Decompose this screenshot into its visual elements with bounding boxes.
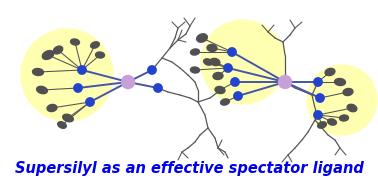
Circle shape: [228, 48, 236, 56]
Ellipse shape: [53, 46, 63, 54]
Circle shape: [78, 66, 86, 74]
Ellipse shape: [210, 58, 220, 66]
Circle shape: [21, 29, 113, 121]
Circle shape: [314, 78, 322, 86]
Circle shape: [148, 66, 156, 74]
Circle shape: [224, 64, 232, 72]
Ellipse shape: [328, 119, 336, 125]
Ellipse shape: [347, 104, 357, 112]
Circle shape: [201, 20, 285, 104]
Ellipse shape: [191, 67, 200, 73]
Ellipse shape: [191, 49, 200, 55]
Text: Supersilyl as an effective spectator ligand: Supersilyl as an effective spectator lig…: [15, 161, 363, 175]
Ellipse shape: [71, 39, 79, 45]
Circle shape: [307, 65, 377, 135]
Ellipse shape: [325, 68, 335, 76]
Ellipse shape: [343, 88, 353, 96]
Ellipse shape: [215, 86, 225, 94]
Ellipse shape: [207, 45, 217, 52]
Circle shape: [121, 76, 135, 88]
Ellipse shape: [63, 114, 73, 122]
Ellipse shape: [197, 34, 208, 42]
Ellipse shape: [204, 59, 212, 65]
Ellipse shape: [42, 51, 54, 59]
Circle shape: [234, 92, 242, 100]
Ellipse shape: [33, 69, 43, 76]
Circle shape: [231, 78, 239, 86]
Circle shape: [316, 94, 324, 102]
Circle shape: [86, 98, 94, 106]
Ellipse shape: [58, 122, 66, 128]
Ellipse shape: [318, 122, 326, 128]
Ellipse shape: [335, 78, 345, 86]
Circle shape: [279, 76, 291, 88]
Circle shape: [74, 84, 82, 92]
Ellipse shape: [339, 115, 349, 121]
Circle shape: [154, 84, 162, 92]
Ellipse shape: [213, 72, 223, 79]
Ellipse shape: [37, 86, 47, 94]
Circle shape: [314, 111, 322, 119]
Ellipse shape: [47, 104, 57, 112]
Ellipse shape: [221, 99, 229, 105]
Ellipse shape: [91, 42, 99, 48]
Ellipse shape: [96, 52, 104, 58]
